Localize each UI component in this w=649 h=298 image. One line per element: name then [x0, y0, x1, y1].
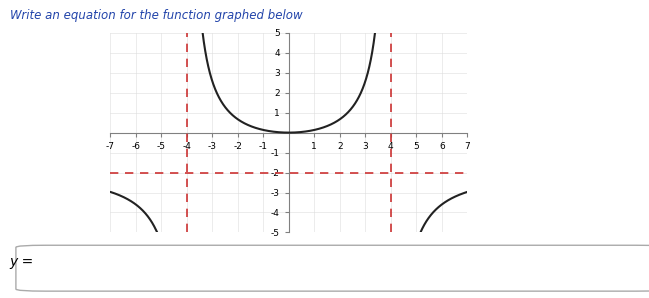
FancyBboxPatch shape [16, 245, 649, 291]
Text: Write an equation for the function graphed below: Write an equation for the function graph… [10, 9, 302, 22]
Text: y =: y = [10, 255, 34, 269]
